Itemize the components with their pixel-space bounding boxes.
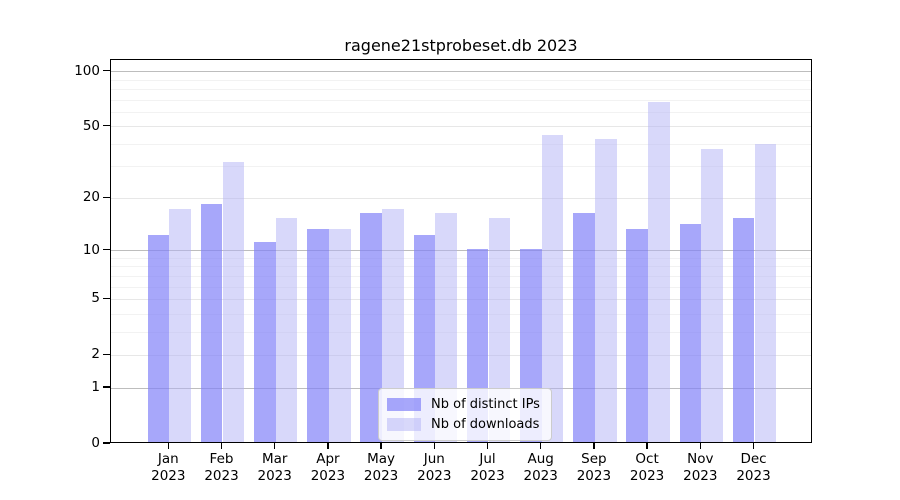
x-tick-mark-may (380, 443, 382, 449)
x-tick-mark-nov (699, 443, 701, 449)
legend-item-distinct-ips: Nb of distinct IPs (387, 394, 543, 414)
bar-ips-oct (626, 229, 649, 442)
bar-downloads-aug (541, 134, 564, 442)
gridline-minor (111, 266, 811, 268)
x-tick-mark-oct (646, 443, 648, 449)
y-tick-mark-1 (103, 386, 110, 388)
x-tick-mark-sep (593, 443, 595, 449)
bar-ips-mar (253, 241, 276, 442)
bar-ips-jan (147, 235, 170, 442)
gridline-100 (111, 71, 811, 73)
bar-downloads-jul (488, 218, 511, 442)
bar-downloads-jan (169, 208, 192, 442)
y-tick-mark-10 (103, 248, 110, 251)
gridline-2 (111, 354, 811, 356)
gridline-minor (111, 331, 811, 333)
legend-label-downloads: Nb of downloads (431, 416, 540, 432)
x-tick-mark-aug (540, 443, 542, 449)
bar-ips-dec (732, 218, 755, 442)
gridline-minor (111, 99, 811, 101)
x-tick-label-jun: Jun 2023 (417, 451, 452, 484)
gridline-minor (111, 79, 811, 81)
x-tick-mark-feb (220, 443, 223, 449)
y-tick-mark-50 (103, 125, 110, 127)
y-tick-mark-0 (103, 442, 110, 444)
gridline-10 (111, 250, 811, 252)
y-tick-label-1: 1 (91, 379, 100, 396)
bar-downloads-sep (594, 138, 617, 442)
y-tick-mark-5 (103, 297, 110, 300)
bar-downloads-oct (648, 101, 670, 442)
y-tick-label-10: 10 (82, 241, 100, 258)
x-tick-label-mar: Mar 2023 (257, 451, 292, 484)
bar-ips-apr (307, 229, 329, 442)
bar-downloads-dec (754, 144, 777, 442)
bar-downloads-apr (328, 229, 351, 442)
bar-ips-feb (200, 204, 223, 442)
y-tick-label-20: 20 (82, 189, 100, 206)
gridline-minor (111, 257, 811, 259)
bar-ips-nov (679, 223, 702, 442)
bar-downloads-nov (701, 148, 724, 442)
x-tick-label-apr: Apr 2023 (310, 451, 346, 484)
x-tick-label-nov: Nov 2023 (683, 451, 718, 484)
x-tick-mark-mar (274, 443, 276, 449)
x-tick-label-jan: Jan 2023 (151, 451, 186, 484)
x-tick-label-dec: Dec 2023 (736, 451, 771, 484)
bar-downloads-feb (222, 162, 245, 442)
gridline-minor (111, 275, 811, 277)
gridline-minor (111, 89, 811, 90)
y-tick-label-50: 50 (82, 117, 100, 134)
y-tick-label-0: 0 (91, 435, 100, 451)
y-tick-mark-20 (103, 196, 110, 199)
x-tick-label-may: May 2023 (363, 451, 399, 484)
x-tick-label-oct: Oct 2023 (629, 451, 665, 484)
x-tick-mark-jul (486, 443, 489, 449)
legend-label-distinct-ips: Nb of distinct IPs (431, 396, 540, 412)
x-tick-label-aug: Aug 2023 (523, 451, 558, 484)
x-tick-mark-jan (167, 443, 169, 449)
legend: Nb of distinct IPs Nb of downloads (378, 388, 552, 441)
x-tick-label-sep: Sep 2023 (576, 451, 612, 484)
bar-ips-sep (573, 213, 595, 442)
x-tick-mark-dec (752, 443, 755, 449)
legend-item-downloads: Nb of downloads (387, 414, 543, 434)
x-tick-mark-apr (327, 443, 329, 449)
y-tick-label-2: 2 (91, 346, 100, 363)
bar-downloads-jun (435, 213, 458, 442)
x-tick-label-feb: Feb 2023 (204, 451, 239, 484)
gridline-20 (111, 197, 811, 199)
gridline-50 (111, 126, 811, 128)
chart-title: ragene21stprobeset.db 2023 (344, 36, 578, 55)
legend-swatch-distinct-ips (387, 397, 421, 411)
y-tick-label-5: 5 (91, 290, 100, 307)
gridline-minor (111, 166, 811, 168)
gridline-5 (111, 298, 811, 300)
y-tick-mark-2 (103, 353, 110, 356)
gridline-minor (111, 286, 811, 288)
gridline-minor (111, 111, 811, 113)
x-tick-label-jul: Jul 2023 (470, 451, 505, 484)
x-tick-mark-jun (433, 443, 435, 449)
gridline-minor (111, 143, 811, 145)
bar-downloads-may (382, 208, 404, 442)
bar-ips-may (360, 213, 383, 442)
legend-swatch-downloads (387, 417, 421, 431)
gridline-minor (111, 313, 811, 315)
y-tick-mark-100 (103, 70, 110, 72)
bar-downloads-mar (275, 218, 298, 442)
plot-area (110, 59, 812, 443)
y-tick-label-100: 100 (74, 62, 100, 79)
